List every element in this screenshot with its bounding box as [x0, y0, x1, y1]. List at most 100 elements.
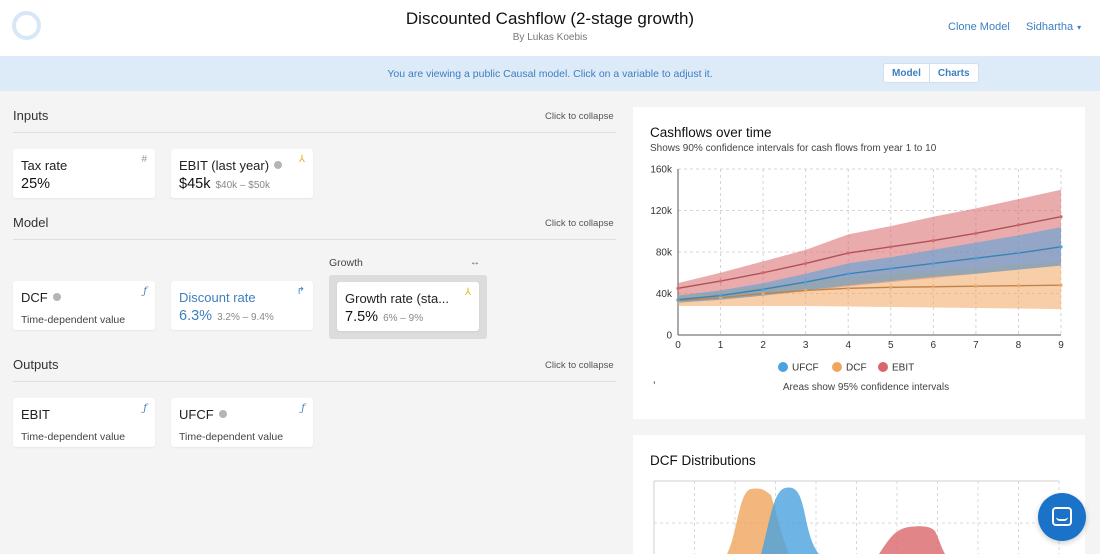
variable-value-row: $45k $40k – $50k: [179, 176, 270, 192]
chart-title: Cashflows over time: [650, 125, 772, 140]
user-menu[interactable]: Sidhartha ▾: [1026, 21, 1081, 33]
variable-name: UFCF: [179, 407, 214, 422]
variable-name: DCF: [21, 290, 48, 305]
variable-value: 6.3%: [179, 308, 213, 324]
clone-model-button[interactable]: Clone Model: [948, 21, 1010, 33]
data-point-ebit: [974, 231, 978, 235]
variable-subtitle: Time-dependent value: [21, 314, 126, 326]
x-tick-label: 4: [845, 340, 851, 351]
data-point-ebit: [804, 261, 808, 266]
data-point-dcf: [1016, 284, 1021, 288]
data-point-dcf: [889, 285, 893, 289]
section-title-model: Model: [13, 215, 49, 230]
legend-swatch-dcf: [832, 362, 842, 372]
variable-value: 25%: [21, 176, 51, 192]
cashflows-chart-panel: Cashflows over time Shows 90% confidence…: [633, 107, 1085, 419]
chart-title: DCF Distributions: [650, 453, 756, 468]
x-tick-label: 7: [973, 340, 979, 351]
data-point-dcf: [931, 285, 935, 289]
variable-card-dcf[interactable]: DCF Time-dependent value ƒ: [13, 281, 155, 330]
y-tick-label: 80k: [656, 248, 673, 259]
y-tick-label: 120k: [650, 206, 673, 217]
chat-icon: [1052, 507, 1072, 526]
data-point-ufcf: [761, 287, 765, 291]
variable-card-discount-rate[interactable]: Discount rate 6.3% 3.2% – 9.4% ↱: [171, 281, 313, 330]
collapse-outputs-button[interactable]: Click to collapse: [545, 360, 614, 371]
expand-horizontal-icon[interactable]: ↔: [470, 257, 480, 268]
legend-label-dcf: DCF: [846, 363, 867, 374]
data-point-ufcf: [804, 280, 808, 284]
section-title-inputs: Inputs: [13, 108, 49, 123]
dcf-distributions-chart: [653, 480, 1060, 554]
y-tick-label: 40k: [656, 289, 673, 300]
variable-value: 7.5%: [345, 309, 379, 325]
model-title: Discounted Cashflow (2-stage growth): [405, 9, 695, 28]
variable-name: Growth rate (sta...: [345, 291, 450, 306]
x-tick-label: 6: [931, 340, 937, 351]
variable-card-ebit[interactable]: EBIT Time-dependent value ƒ: [13, 398, 155, 447]
x-tick-label: 3: [803, 340, 809, 351]
x-tick-label: 9: [1058, 340, 1064, 351]
help-icon[interactable]: [218, 410, 227, 418]
data-point-ebit: [846, 251, 850, 255]
variable-name-row: DCF: [21, 290, 61, 305]
series-line-ufcf: [677, 246, 1062, 301]
linked-variable-icon: ↱: [296, 286, 305, 297]
distribution-icon: ⅄: [298, 154, 305, 165]
app-header: Discounted Cashflow (2-stage growth) By …: [0, 0, 1100, 56]
section-divider: [13, 239, 616, 240]
variable-name-row: UFCF: [179, 407, 227, 422]
variable-subtitle: Time-dependent value: [21, 431, 126, 443]
number-type-icon: #: [141, 154, 147, 165]
x-tick-label: 2: [760, 340, 766, 351]
banner-text: You are viewing a public Causal model. C…: [387, 68, 713, 80]
data-point-ufcf: [846, 272, 850, 276]
x-tick-label: 8: [1016, 340, 1022, 351]
help-icon[interactable]: [52, 293, 61, 301]
legend-swatch-ufcf: [778, 362, 788, 372]
dcf-distributions-panel: DCF Distributions: [633, 435, 1085, 554]
formula-icon: ƒ: [143, 403, 147, 414]
legend-swatch-ebit: [878, 362, 888, 372]
variable-subtitle: Time-dependent value: [179, 431, 284, 443]
data-point-dcf: [846, 286, 850, 290]
variable-name: Discount rate: [179, 290, 256, 305]
y-tick-label: 160k: [650, 165, 673, 176]
collapse-model-button[interactable]: Click to collapse: [545, 218, 614, 229]
section-divider: [13, 132, 616, 133]
variable-card-tax-rate[interactable]: Tax rate 25% #: [13, 149, 155, 198]
view-toggle: Model Charts: [883, 63, 979, 83]
data-point-dcf: [1059, 283, 1063, 287]
tick-mark: ’: [653, 380, 655, 392]
variable-card-ebit-last-year[interactable]: EBIT (last year) $45k $40k – $50k ⅄: [171, 149, 313, 198]
formula-icon: ƒ: [301, 403, 305, 414]
variable-name: Tax rate: [21, 158, 68, 173]
data-point-ufcf: [1059, 245, 1063, 249]
variable-range: 3.2% – 9.4%: [217, 312, 274, 323]
cashflows-chart: 0 40k 80k 120k 160k 0 1 2 3 4 5 6 7 8 9 UFCF DCF EBIT Area…: [650, 165, 1064, 394]
data-point-ebit: [1016, 223, 1021, 227]
data-point-dcf: [804, 288, 808, 292]
variable-range: $40k – $50k: [215, 180, 270, 191]
data-point-ufcf: [974, 256, 978, 260]
data-point-ebit: [931, 238, 935, 243]
data-point-ebit: [889, 245, 893, 249]
user-name: Sidhartha: [1026, 21, 1074, 33]
variable-value-row: 6.3% 3.2% – 9.4%: [179, 308, 274, 324]
variable-range: 6% – 9%: [383, 313, 424, 324]
distribution-ebit: [879, 526, 945, 554]
variable-card-ufcf[interactable]: UFCF Time-dependent value ƒ: [171, 398, 313, 447]
causal-logo-icon[interactable]: [12, 11, 41, 40]
tab-model[interactable]: Model: [892, 68, 921, 79]
variable-card-growth-rate[interactable]: Growth rate (sta... 7.5% 6% – 9% ⅄: [337, 282, 479, 331]
chat-support-button[interactable]: [1038, 493, 1086, 541]
collapse-inputs-button[interactable]: Click to collapse: [545, 111, 614, 122]
tab-charts[interactable]: Charts: [928, 64, 978, 82]
data-point-dcf: [761, 291, 765, 296]
help-icon[interactable]: [274, 161, 283, 169]
chart-note: Areas show 95% confidence intervals: [783, 382, 949, 393]
distribution-icon: ⅄: [464, 287, 471, 298]
section-divider: [13, 381, 616, 382]
legend-label-ufcf: UFCF: [792, 363, 819, 374]
model-author: By Lukas Koebis: [512, 32, 588, 43]
